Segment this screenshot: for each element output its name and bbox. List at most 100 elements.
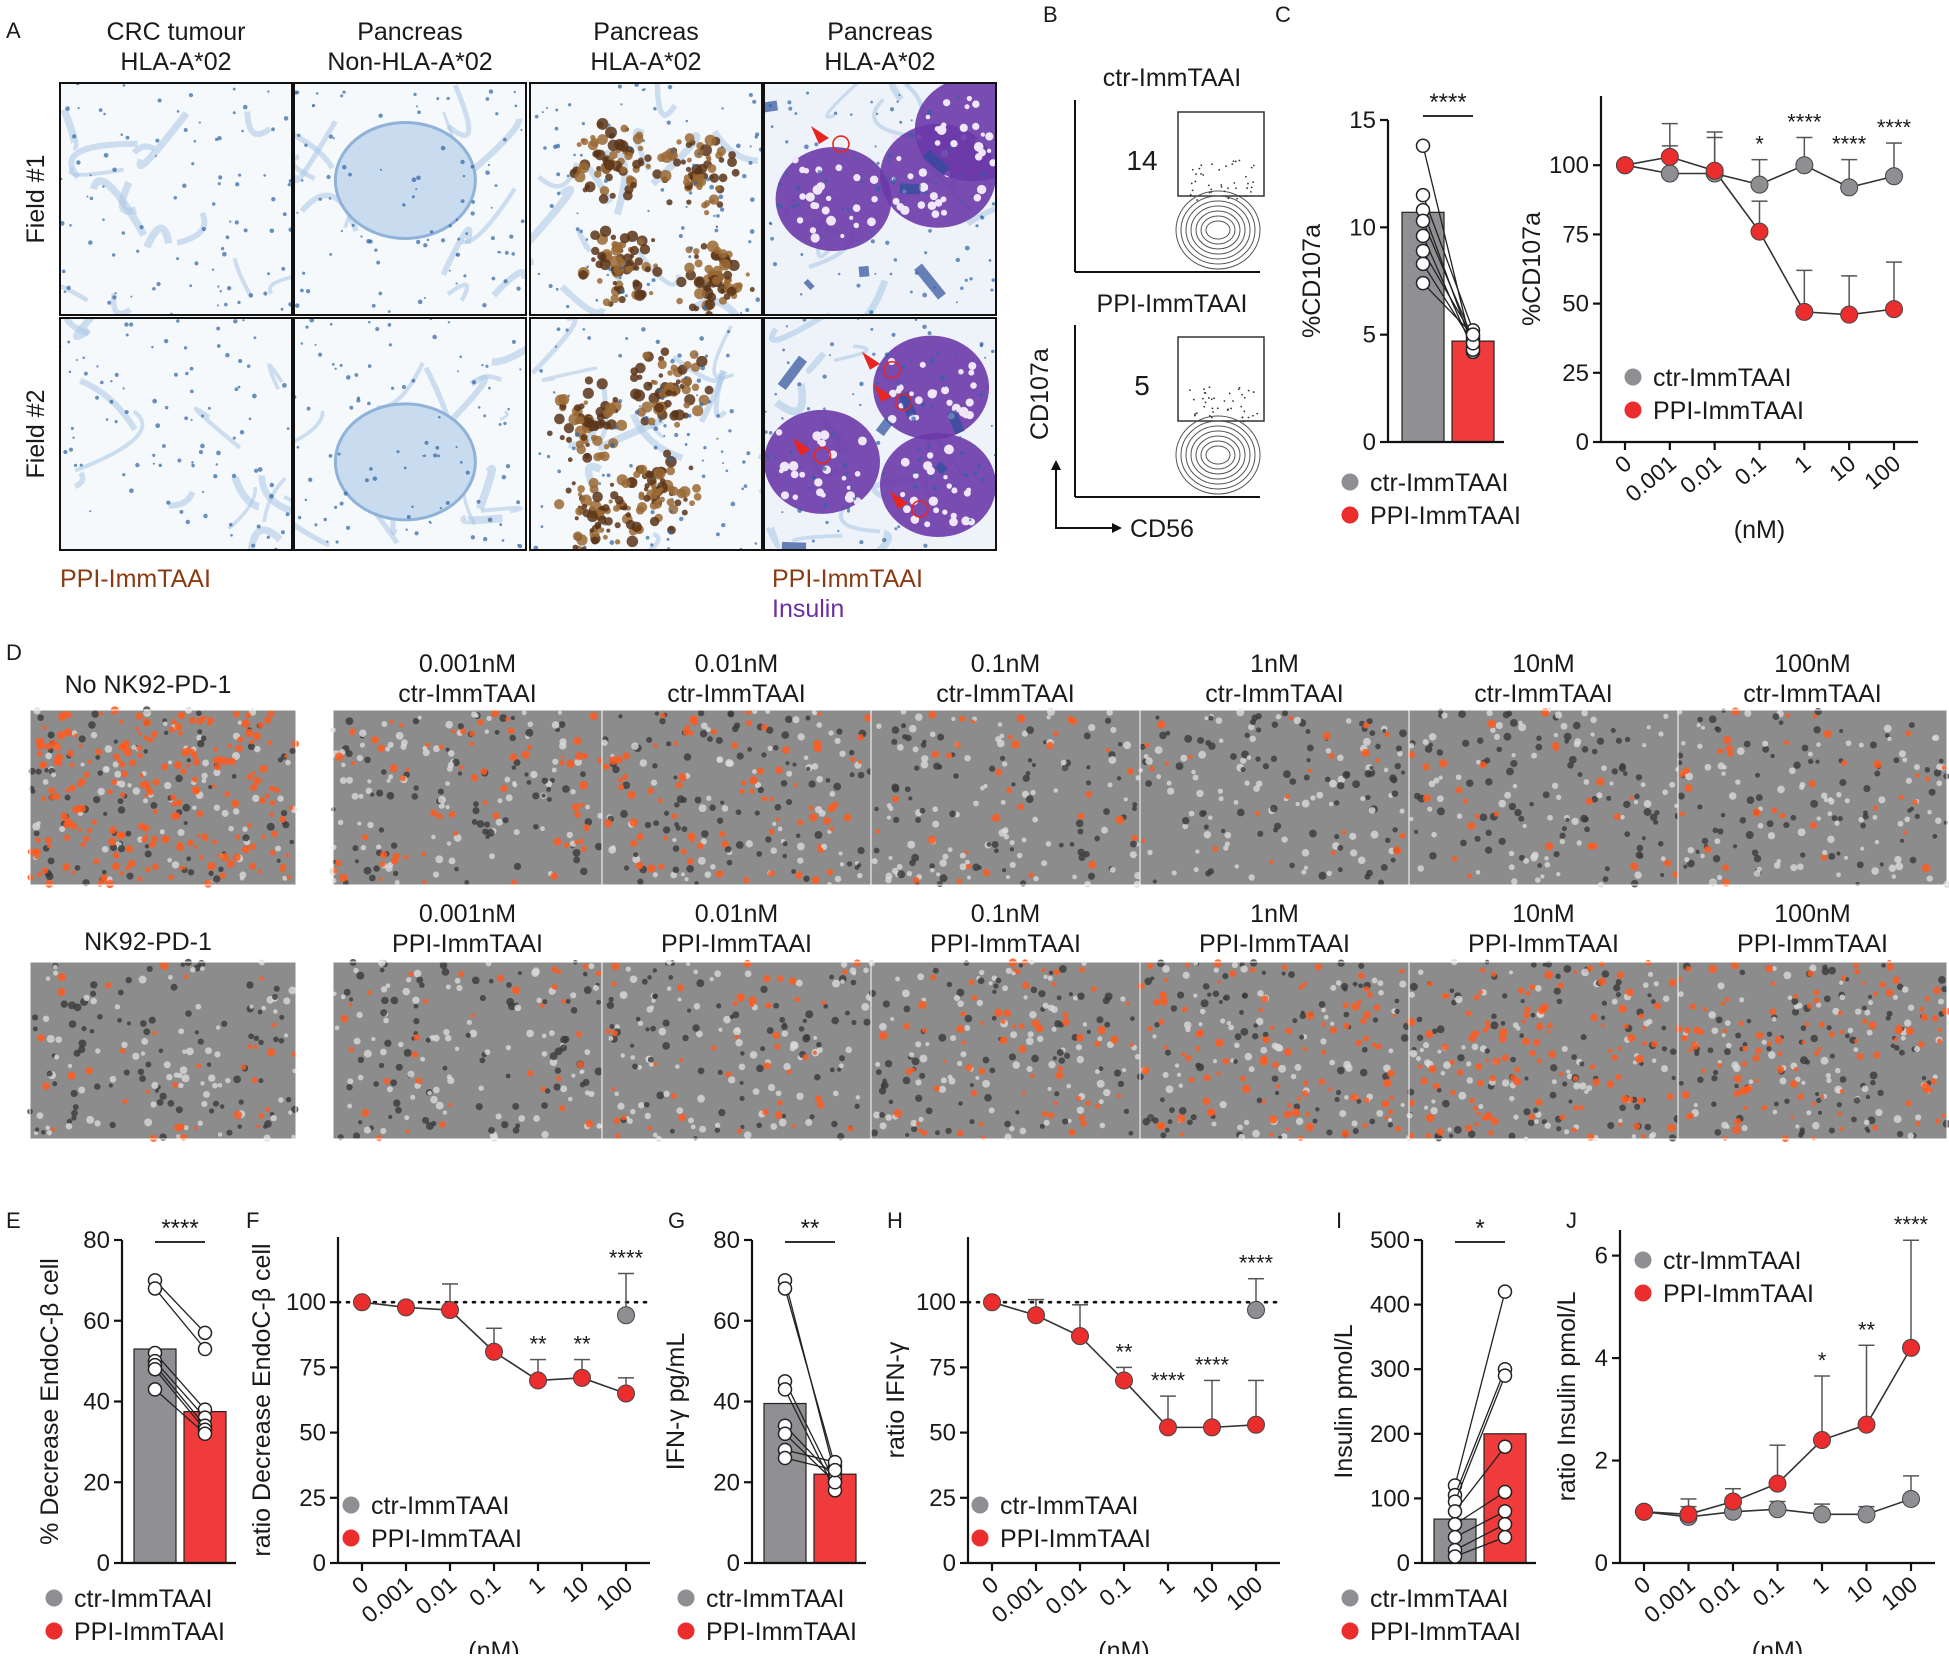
cell-dot <box>1915 814 1920 819</box>
fluorescent-cell <box>50 740 57 747</box>
fluorescent-cell <box>181 748 190 757</box>
islet-vacuole <box>923 461 932 470</box>
cell-dot <box>1480 813 1488 821</box>
cell-dot <box>1734 1084 1739 1089</box>
cell-dot <box>797 843 805 851</box>
fluorescent-cell <box>1450 1090 1455 1095</box>
cell-dot <box>1573 1082 1580 1089</box>
cell-dot <box>1167 781 1172 786</box>
cell-dot <box>714 970 721 977</box>
agent-label: PPI-ImmTAAI <box>1199 930 1350 958</box>
cell-dot <box>1130 841 1137 848</box>
cell-dot <box>501 1121 508 1128</box>
fluorescent-cell <box>1618 1046 1622 1050</box>
cell-dot <box>214 805 220 811</box>
nucleus-dot <box>808 487 811 490</box>
fluorescent-cell <box>1126 1002 1130 1006</box>
cell-dot <box>850 772 855 777</box>
cell-dot <box>1373 1017 1378 1022</box>
islet-vacuole <box>942 509 947 514</box>
cell-dot <box>1739 970 1745 976</box>
event-dot <box>1235 187 1237 189</box>
nucleus-dot <box>875 381 878 384</box>
nucleus-dot <box>495 112 498 115</box>
cell-dot <box>1722 765 1727 770</box>
cell-dot <box>1717 828 1723 834</box>
cell-dot <box>1824 798 1829 803</box>
fluorescent-cell <box>1938 1028 1942 1032</box>
cell-dot <box>239 871 246 878</box>
event-dot <box>1208 397 1210 399</box>
cell-dot <box>684 753 692 761</box>
cell-dot <box>177 829 184 836</box>
nucleus-dot <box>928 110 933 115</box>
cell-dot <box>1898 821 1904 827</box>
islet-vacuole <box>810 227 816 233</box>
cell-dot <box>1735 1032 1741 1038</box>
cell-dot <box>1294 717 1301 724</box>
nucleus-dot <box>546 107 548 109</box>
event-dot <box>1203 406 1205 408</box>
fluorescent-cell <box>151 731 158 738</box>
cell-dot <box>214 1051 220 1057</box>
fluorescent-cell <box>169 727 175 733</box>
fluorescent-cell <box>1533 1039 1540 1046</box>
cell-dot <box>1257 1098 1263 1104</box>
fluorescent-cell <box>1302 1090 1308 1096</box>
cell-dot <box>734 722 740 728</box>
nucleus-dot <box>216 463 218 465</box>
cell-dot <box>1662 1046 1667 1051</box>
column-header: Pancreas <box>357 18 463 46</box>
cell-dot <box>233 1075 241 1083</box>
stain-granule <box>583 388 594 399</box>
cell-dot <box>718 1109 725 1116</box>
nucleus-dot <box>472 380 476 384</box>
fluorescent-cell <box>1450 1060 1455 1065</box>
nucleus-dot <box>411 379 415 383</box>
fluorescent-cell <box>1177 1114 1186 1123</box>
nucleus-dot <box>882 472 885 475</box>
nucleus-dot <box>126 136 130 140</box>
cell-dot <box>1927 810 1932 815</box>
flow-plot: 5 <box>1075 325 1264 497</box>
cell-dot <box>1874 770 1880 776</box>
nucleus-dot <box>283 212 287 216</box>
nucleus-dot <box>746 451 750 455</box>
cell-dot <box>706 727 711 732</box>
cell-dot <box>1430 1107 1437 1114</box>
nucleus-dot <box>302 272 305 275</box>
cell-dot <box>849 750 855 756</box>
cell-dot <box>93 796 100 803</box>
nucleus-dot <box>286 512 290 516</box>
nucleus-dot <box>584 546 587 549</box>
cell-dot <box>1806 1110 1811 1115</box>
nucleus-dot <box>376 261 380 265</box>
fluorescent-cell <box>1022 982 1029 989</box>
cell-dot <box>143 798 148 803</box>
cell-dot <box>357 1012 363 1018</box>
cell-dot <box>553 1083 560 1090</box>
cell-dot <box>281 810 287 816</box>
cell-dot <box>1669 1134 1676 1141</box>
nucleus-dot <box>482 303 486 307</box>
fluorescent-cell <box>184 974 189 979</box>
nucleus-dot <box>688 255 691 258</box>
fluorescent-cell <box>505 717 510 722</box>
cell-dot <box>965 860 970 865</box>
nucleus-dot <box>646 536 650 540</box>
cell-dot <box>530 771 537 778</box>
nucleus-dot <box>721 450 724 453</box>
nucleus-dot <box>485 365 488 368</box>
fluorescent-cell <box>335 753 343 761</box>
cell-dot <box>1584 779 1590 785</box>
cell-dot <box>1345 1064 1353 1072</box>
stain-granule <box>715 185 721 191</box>
cell-dot <box>1726 1043 1732 1049</box>
nucleus-dot <box>715 229 719 233</box>
cell-dot <box>609 997 614 1002</box>
cell-dot <box>396 1064 403 1071</box>
cell-dot <box>1694 1051 1699 1056</box>
cell-dot <box>1253 785 1260 792</box>
islet-vacuole <box>813 203 820 210</box>
cell-dot <box>373 1081 379 1087</box>
